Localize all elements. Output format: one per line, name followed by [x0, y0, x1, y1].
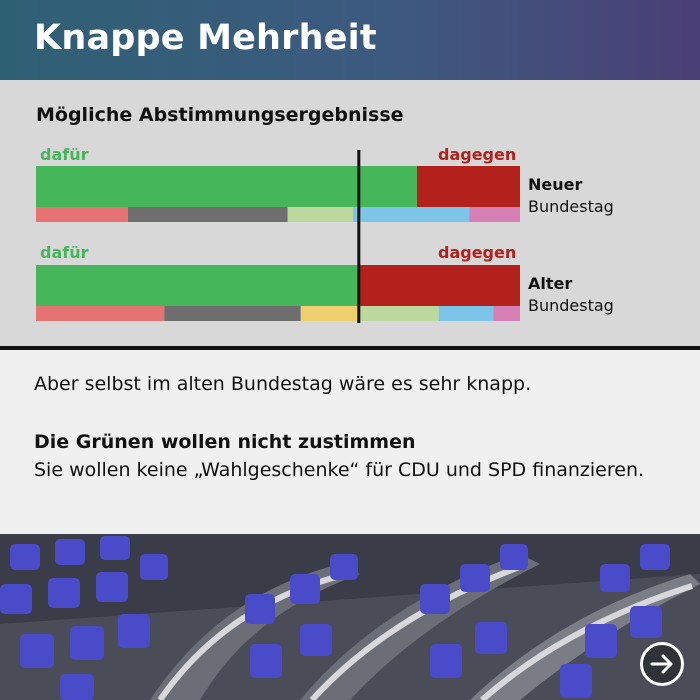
chart-title: Mögliche Abstimmungsergebnisse — [36, 104, 404, 126]
row2-name-rest: Bundestag — [528, 296, 614, 315]
bar-against-row1 — [416, 166, 520, 207]
party-segment-row1-1 — [36, 207, 128, 222]
row1-against-label: dagegen — [438, 145, 517, 164]
row2-for-label: dafür — [40, 243, 89, 262]
party-segment-row2-6 — [493, 306, 520, 321]
party-segment-row2-1 — [36, 306, 165, 321]
intro-text: Aber selbst im alten Bundestag wäre es s… — [34, 373, 532, 395]
party-segment-row1-2 — [127, 207, 288, 222]
bar-for-row2 — [36, 265, 359, 306]
party-segment-row2-5 — [438, 306, 494, 321]
bar-for-row1 — [36, 166, 417, 207]
header: Knappe Mehrheit — [0, 0, 700, 80]
row2-name-bold: Alter — [528, 274, 573, 293]
row1-name: Neuer Bundestag — [528, 174, 614, 218]
arrow-right-icon — [650, 654, 673, 674]
subheading: Die Grünen wollen nicht zustimmen — [34, 431, 416, 453]
row2-against-label: dagegen — [438, 243, 517, 262]
page-title: Knappe Mehrheit — [34, 18, 377, 58]
next-button[interactable] — [640, 642, 684, 686]
party-segment-row2-4 — [358, 306, 439, 321]
row2-name: Alter Bundestag — [528, 273, 614, 317]
divider — [0, 346, 700, 350]
parliament-seats-image — [0, 534, 700, 700]
party-segment-row2-2 — [164, 306, 301, 321]
bar-against-row2 — [358, 265, 520, 306]
row1-name-rest: Bundestag — [528, 197, 614, 216]
bar-chart — [36, 150, 520, 323]
body-text: Sie wollen keine „Wahlgeschenke“ für CDU… — [34, 459, 645, 481]
party-segment-row2-3 — [300, 306, 359, 321]
party-segment-row1-4 — [353, 207, 470, 222]
row1-for-label: dafür — [40, 145, 89, 164]
party-segment-row1-3 — [287, 207, 354, 222]
row1-name-bold: Neuer — [528, 175, 583, 194]
text-section: Aber selbst im alten Bundestag wäre es s… — [34, 370, 674, 484]
party-segment-row1-5 — [469, 207, 520, 222]
parliament-photo — [0, 534, 700, 700]
